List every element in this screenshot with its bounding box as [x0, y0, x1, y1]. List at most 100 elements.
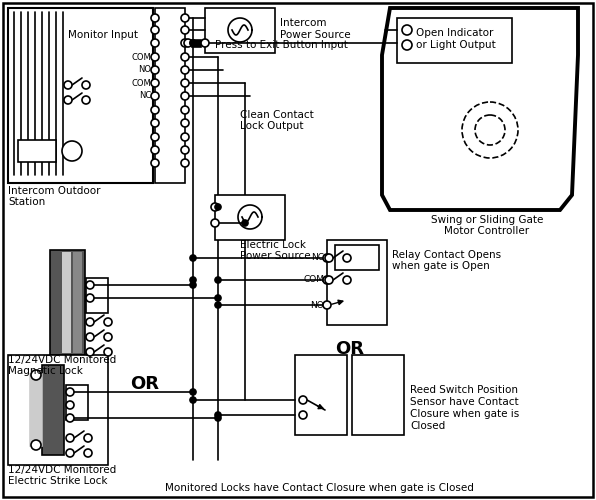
Circle shape [299, 411, 307, 419]
Circle shape [151, 119, 159, 127]
Text: Open Indicator: Open Indicator [416, 28, 493, 38]
Text: Power Source: Power Source [240, 251, 311, 261]
Circle shape [151, 79, 159, 87]
Circle shape [66, 388, 74, 396]
Circle shape [181, 26, 189, 34]
Circle shape [181, 92, 189, 100]
Circle shape [201, 39, 209, 47]
Text: NO: NO [138, 66, 151, 74]
Circle shape [181, 79, 189, 87]
Circle shape [151, 159, 159, 167]
Circle shape [86, 333, 94, 341]
Circle shape [211, 219, 219, 227]
Bar [86, 278, 108, 313]
Bar [335, 245, 379, 270]
Circle shape [211, 203, 219, 211]
Circle shape [323, 254, 331, 262]
Circle shape [86, 294, 94, 302]
Circle shape [190, 397, 196, 403]
Bar [8, 8, 153, 183]
Circle shape [181, 106, 189, 114]
Bar [50, 250, 85, 355]
Text: Electric Strike Lock: Electric Strike Lock [8, 476, 107, 486]
Circle shape [84, 434, 92, 442]
Polygon shape [382, 8, 578, 210]
Circle shape [475, 115, 505, 145]
Circle shape [325, 254, 333, 262]
Circle shape [181, 66, 189, 74]
Circle shape [215, 415, 221, 421]
Bar [73, 252, 82, 353]
Circle shape [181, 39, 189, 47]
Circle shape [62, 141, 82, 161]
Circle shape [86, 318, 94, 326]
Circle shape [325, 276, 333, 284]
Circle shape [84, 449, 92, 457]
Circle shape [66, 414, 74, 422]
Text: Motor Controller: Motor Controller [445, 226, 530, 236]
Text: Closed: Closed [410, 421, 445, 431]
Circle shape [151, 39, 159, 47]
Circle shape [31, 370, 41, 380]
Circle shape [66, 401, 74, 409]
Text: Station: Station [8, 197, 45, 207]
Circle shape [31, 440, 41, 450]
Circle shape [104, 333, 112, 341]
Circle shape [181, 14, 189, 22]
Bar [205, 8, 275, 53]
Circle shape [82, 81, 90, 89]
Circle shape [215, 302, 221, 308]
Text: Sensor have Contact: Sensor have Contact [410, 397, 519, 407]
Circle shape [215, 277, 221, 283]
Text: or Light Output: or Light Output [416, 40, 496, 50]
Text: Monitored Locks have Contact Closure when gate is Closed: Monitored Locks have Contact Closure whe… [165, 483, 474, 493]
Bar [352, 355, 404, 435]
Circle shape [181, 133, 189, 141]
Text: NC: NC [311, 254, 324, 262]
Circle shape [215, 295, 221, 301]
Bar [8, 355, 108, 465]
Circle shape [151, 53, 159, 61]
Text: Intercom: Intercom [280, 18, 327, 28]
Circle shape [181, 159, 189, 167]
Circle shape [181, 119, 189, 127]
Circle shape [151, 92, 159, 100]
Circle shape [190, 277, 196, 283]
Circle shape [299, 396, 307, 404]
Text: OR: OR [336, 340, 365, 358]
Text: OR: OR [131, 375, 160, 393]
Circle shape [151, 146, 159, 154]
Circle shape [215, 412, 221, 418]
Text: COM: COM [303, 276, 324, 284]
Bar [397, 18, 512, 63]
Circle shape [151, 14, 159, 22]
Circle shape [402, 40, 412, 50]
Circle shape [104, 348, 112, 356]
Circle shape [215, 204, 221, 210]
Circle shape [86, 348, 94, 356]
Circle shape [323, 276, 331, 284]
Text: Lock Output: Lock Output [240, 121, 303, 131]
Circle shape [462, 102, 518, 158]
Circle shape [86, 281, 94, 289]
Text: Clean Contact: Clean Contact [240, 110, 313, 120]
Bar [30, 374, 42, 446]
Text: Closure when gate is: Closure when gate is [410, 409, 519, 419]
Circle shape [151, 106, 159, 114]
Circle shape [343, 254, 351, 262]
Text: Power Source: Power Source [280, 30, 350, 40]
Circle shape [190, 282, 196, 288]
Bar [42, 365, 64, 455]
Bar [66, 385, 88, 420]
Circle shape [82, 96, 90, 104]
Text: Reed Switch Position: Reed Switch Position [410, 385, 518, 395]
Text: COM: COM [131, 78, 151, 88]
Bar [18, 140, 56, 162]
Circle shape [184, 39, 192, 47]
Circle shape [190, 389, 196, 395]
Text: 12/24VDC Monitored: 12/24VDC Monitored [8, 465, 116, 475]
Circle shape [64, 96, 72, 104]
Bar [155, 8, 185, 183]
Circle shape [190, 40, 196, 46]
Circle shape [181, 146, 189, 154]
